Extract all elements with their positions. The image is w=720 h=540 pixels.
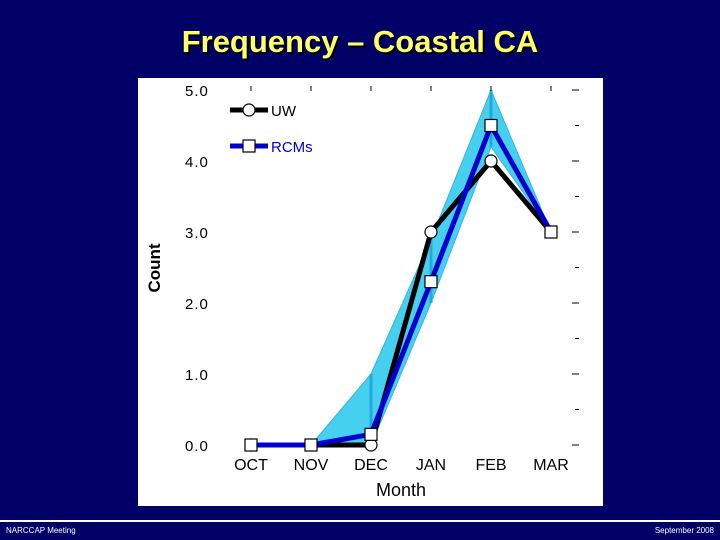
y-tick-label: 1.0 (185, 367, 209, 384)
y-tick-label: 3.0 (185, 225, 209, 242)
series-line-uw (251, 158, 553, 448)
x-tick-label: JAN (416, 457, 446, 474)
chart-panel: 0.0 1.0 2.0 3.0 4.0 5.0 OCT NOV DEC JAN FEB MAR UW R… (138, 78, 603, 506)
rcms-point (484, 118, 498, 133)
y-tick-label: 5.0 (185, 83, 209, 100)
y-tick-label: 2.0 (185, 296, 209, 313)
rcms-point (424, 275, 438, 289)
y-axis-label: Count (145, 243, 164, 292)
uw-point (424, 225, 438, 239)
x-axis-label: Month (376, 480, 426, 500)
footer-meeting-name: NARCCAP Meeting (6, 526, 76, 535)
series-line-rcms (251, 123, 554, 448)
footer-divider (0, 520, 720, 522)
rcms-point (544, 225, 558, 239)
y-tick-label: 0.0 (185, 438, 209, 455)
legend-label-rcms: RCMs (271, 139, 313, 156)
x-tick-label: OCT (234, 457, 268, 474)
legend-marker-circle (242, 103, 256, 117)
footer-date: September 2008 (654, 526, 714, 535)
slide-title: Frequency – Coastal CA (181, 24, 539, 59)
legend-label-uw: UW (271, 103, 297, 120)
uw-point (484, 154, 498, 168)
x-tick-label: NOV (294, 457, 329, 474)
line-chart: 0.0 1.0 2.0 3.0 4.0 5.0 OCT NOV DEC JAN FEB MAR UW R… (145, 83, 579, 500)
rcms-point (304, 438, 318, 452)
x-tick-label: DEC (354, 457, 388, 474)
x-tick-label: FEB (475, 457, 506, 474)
rcms-point (244, 438, 258, 452)
y-tick-label: 4.0 (185, 154, 209, 171)
x-tick-label: MAR (533, 457, 569, 474)
legend-marker-square (242, 139, 256, 153)
rcms-point (364, 427, 378, 441)
